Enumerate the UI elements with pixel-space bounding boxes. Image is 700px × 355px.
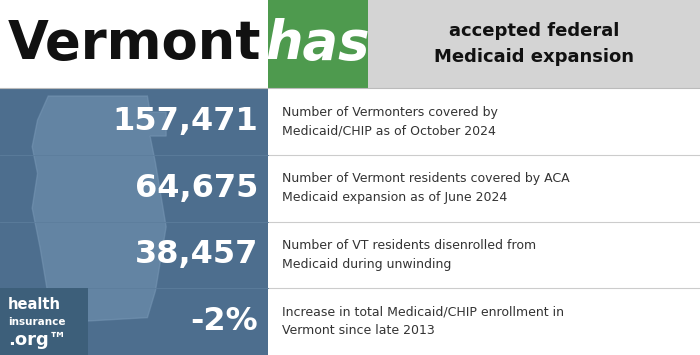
Text: Increase in total Medicaid/CHIP enrollment in
Vermont since late 2013: Increase in total Medicaid/CHIP enrollme… <box>282 306 564 337</box>
Text: 157,471: 157,471 <box>112 106 258 137</box>
Text: has: has <box>266 18 370 70</box>
Bar <box>268 0 368 88</box>
Text: Vermont: Vermont <box>7 18 260 70</box>
Text: Number of VT residents disenrolled from
Medicaid during unwinding: Number of VT residents disenrolled from … <box>282 239 536 271</box>
Bar <box>0 88 268 355</box>
Text: .org™: .org™ <box>8 331 66 349</box>
Text: Number of Vermonters covered by
Medicaid/CHIP as of October 2024: Number of Vermonters covered by Medicaid… <box>282 106 498 137</box>
Bar <box>368 0 700 88</box>
Text: Number of Vermont residents covered by ACA
Medicaid expansion as of June 2024: Number of Vermont residents covered by A… <box>282 173 570 204</box>
Text: 38,457: 38,457 <box>134 239 258 271</box>
Text: health: health <box>8 297 61 312</box>
Text: 64,675: 64,675 <box>134 173 258 204</box>
Text: accepted federal
Medicaid expansion: accepted federal Medicaid expansion <box>434 22 634 66</box>
Bar <box>268 155 700 222</box>
Bar <box>268 222 700 288</box>
Text: insurance: insurance <box>8 317 66 327</box>
Text: -2%: -2% <box>190 306 258 337</box>
Bar <box>268 288 700 355</box>
Bar <box>0 0 268 88</box>
Polygon shape <box>32 96 166 323</box>
Bar <box>268 88 700 155</box>
Bar <box>0 288 88 355</box>
